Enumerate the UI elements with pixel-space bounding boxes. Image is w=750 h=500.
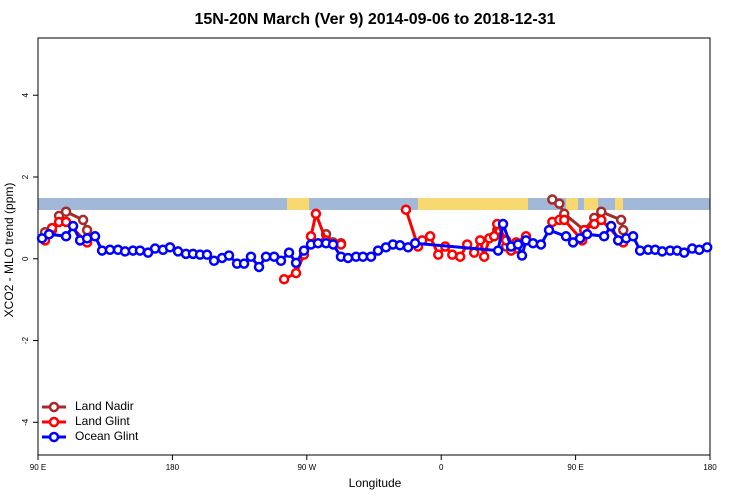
data-point xyxy=(245,251,257,262)
data-point xyxy=(598,231,610,242)
data-point xyxy=(535,239,547,250)
data-point xyxy=(409,237,421,249)
data-point xyxy=(612,235,624,246)
y-tick-label: -2 xyxy=(21,336,30,344)
data-point xyxy=(701,242,713,253)
land-strip xyxy=(615,198,623,210)
data-point xyxy=(512,239,524,250)
data-point xyxy=(60,231,72,242)
x-tick-label: 90 E xyxy=(30,463,46,472)
legend-marker xyxy=(48,401,60,413)
land-strip xyxy=(287,198,309,210)
data-point xyxy=(43,228,55,240)
y-axis-label: XCO2 - MLO trend (ppm) xyxy=(2,183,16,318)
data-point xyxy=(81,224,93,236)
data-point xyxy=(164,242,176,253)
data-point xyxy=(488,231,500,242)
data-point xyxy=(474,235,486,246)
data-point xyxy=(223,250,235,261)
data-point xyxy=(312,237,324,249)
legend-marker xyxy=(48,416,60,428)
y-tick-label: 2 xyxy=(21,174,30,179)
data-point xyxy=(275,255,287,267)
data-point xyxy=(283,247,295,258)
data-point xyxy=(634,245,646,256)
ocean-strip xyxy=(38,198,710,210)
x-tick-label: 180 xyxy=(703,463,717,472)
land-strip xyxy=(584,198,598,210)
y-tick-label: -4 xyxy=(21,418,30,426)
data-point xyxy=(89,231,101,242)
data-point xyxy=(605,220,617,232)
data-point xyxy=(527,237,539,249)
data-point xyxy=(516,250,528,261)
legend-label: Land Nadir xyxy=(75,399,134,413)
data-point xyxy=(67,220,79,232)
data-point xyxy=(581,228,593,240)
data-point xyxy=(596,206,607,217)
data-point xyxy=(327,239,339,250)
data-point xyxy=(298,245,310,256)
data-point xyxy=(134,245,146,256)
data-point xyxy=(342,252,354,264)
data-point xyxy=(560,231,572,242)
data-point xyxy=(627,231,639,242)
map-strip xyxy=(38,198,710,210)
data-point xyxy=(253,261,265,273)
data-point xyxy=(260,251,272,262)
data-point xyxy=(278,273,290,285)
legend-label: Land Glint xyxy=(75,414,130,428)
data-point xyxy=(208,255,220,267)
data-point xyxy=(432,249,444,260)
data-point xyxy=(543,224,555,236)
data-point xyxy=(238,258,250,269)
data-point xyxy=(559,214,570,226)
data-point xyxy=(394,240,406,251)
x-tick-label: 180 xyxy=(166,463,180,472)
data-point xyxy=(596,214,607,226)
data-point xyxy=(201,249,213,260)
x-tick-label: 90 E xyxy=(567,463,583,472)
data-point xyxy=(77,214,89,226)
data-point xyxy=(290,267,302,279)
legend-label: Ocean Glint xyxy=(75,429,139,443)
y-tick-label: 4 xyxy=(21,92,30,97)
y-tick-label: 0 xyxy=(21,256,30,261)
data-point xyxy=(310,208,322,220)
chart-title: 15N-20N March (Ver 9) 2014-09-06 to 2018… xyxy=(194,11,555,28)
data-point xyxy=(497,218,509,230)
data-point xyxy=(305,231,317,242)
data-point xyxy=(149,243,161,254)
data-point xyxy=(615,214,627,226)
data-point xyxy=(554,198,565,209)
data-point xyxy=(365,251,377,262)
data-point xyxy=(400,204,412,215)
data-point xyxy=(424,231,436,242)
land-strip xyxy=(418,198,528,210)
land-strip xyxy=(566,198,578,210)
data-point xyxy=(454,251,466,262)
data-point xyxy=(617,224,629,236)
data-point xyxy=(104,244,116,256)
data-point xyxy=(357,251,369,262)
data-point xyxy=(678,247,690,258)
x-axis-label: Longitude xyxy=(349,476,402,490)
data-point xyxy=(492,245,504,256)
legend-marker xyxy=(48,431,60,443)
x-tick-label: 0 xyxy=(439,463,444,472)
data-point xyxy=(60,206,72,217)
data-point xyxy=(290,257,302,269)
data-point xyxy=(478,251,490,262)
x-tick-label: 90 W xyxy=(297,463,316,472)
